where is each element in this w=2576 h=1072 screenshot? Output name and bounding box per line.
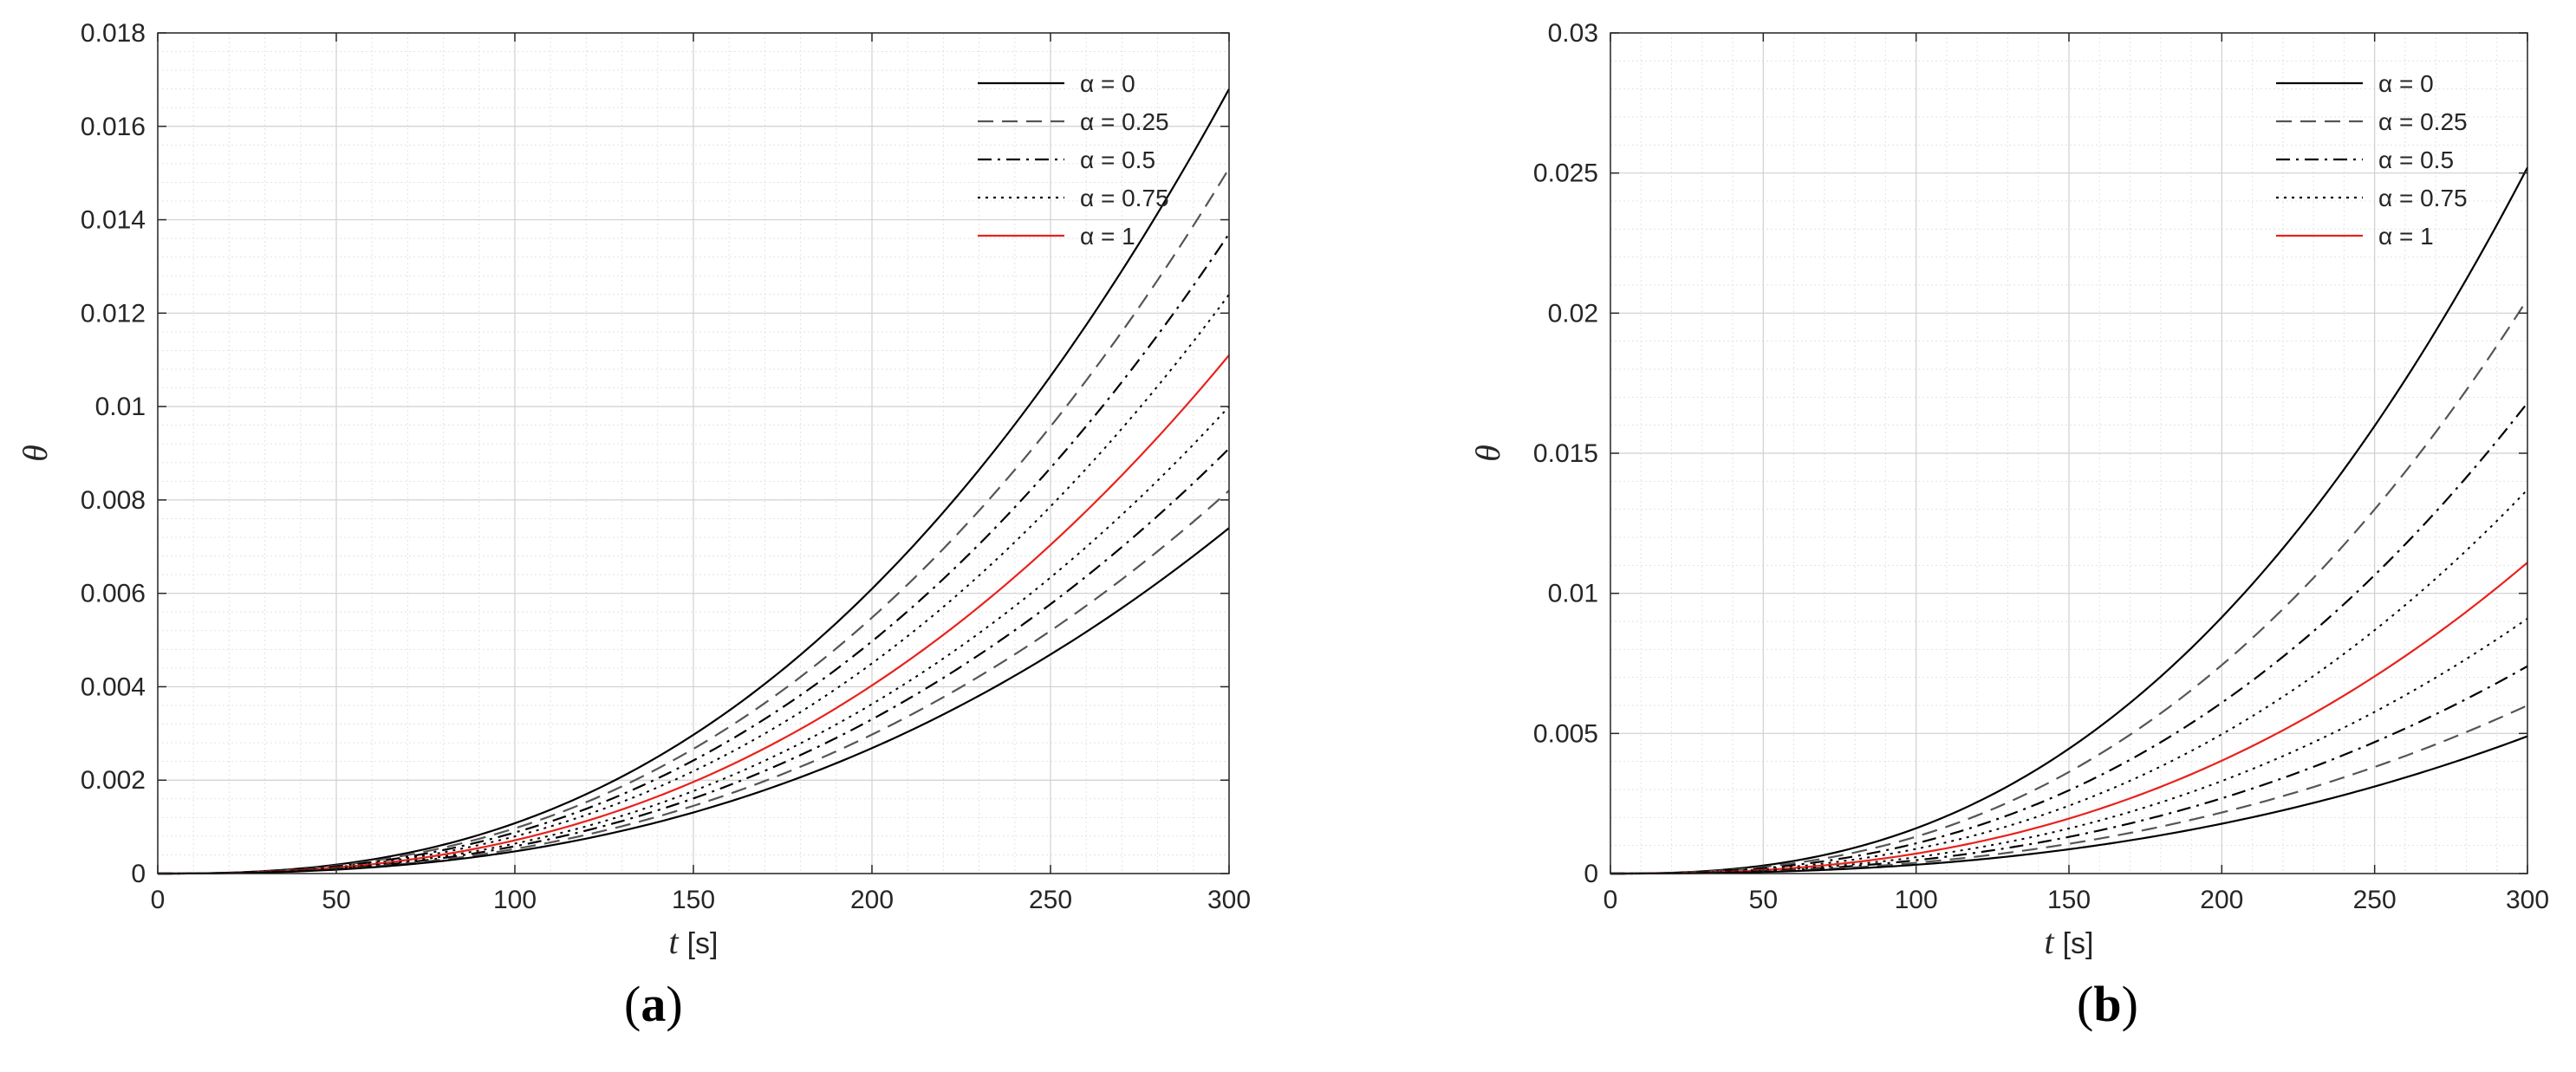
x-tick-label: 300: [1207, 886, 1251, 914]
y-tick-label: 0.002: [81, 766, 146, 795]
legend-label: α = 0.5: [1080, 146, 1155, 173]
x-tick-label: 200: [850, 886, 894, 914]
y-tick-label: 0.005: [1533, 719, 1598, 748]
major-grid: [157, 32, 1230, 874]
x-axis-label: t [s]: [668, 922, 718, 961]
legend-label: α = 1: [2378, 223, 2434, 250]
x-tick-label: 200: [2200, 886, 2243, 914]
y-tick-label: 0.014: [81, 206, 146, 235]
series-line-b-3: [1610, 489, 2528, 874]
y-tick-label: 0.02: [1548, 299, 1598, 328]
y-axis-label: θ: [1468, 445, 1507, 462]
legend-label: α = 0: [2378, 70, 2434, 97]
y-tick-label: 0.01: [95, 393, 146, 421]
y-axis-label: θ: [16, 445, 55, 462]
y-tick-label: 0.01: [1548, 580, 1598, 608]
caption-b: (b): [2077, 976, 2138, 1032]
legend-label: α = 0.25: [1080, 108, 1169, 135]
caption-a: (a): [624, 976, 683, 1032]
chart-b: 0 50 100 150 200 250 300 0 0.005 0.01 0.015 0.02 0.0…: [1468, 19, 2549, 961]
x-tick-label: 0: [151, 886, 166, 914]
chart-panel-b: 0 50 100 150 200 250 300 0 0.005 0.01 0.015 0.02 0.0…: [1288, 0, 2576, 1072]
y-tick-label: 0.018: [81, 19, 146, 48]
x-tick-label: 300: [2506, 886, 2549, 914]
legend-label: α = 0.5: [2378, 146, 2454, 173]
x-tick-label: 50: [1749, 886, 1778, 914]
x-tick-label: 100: [1895, 886, 1938, 914]
legend-label: α = 0.75: [1080, 185, 1169, 211]
legend-label: α = 0: [1080, 70, 1135, 97]
chart-a: 0 50 100 150 200 250 300 0 0.002 0.004 0.006 0.008 0…: [16, 19, 1251, 961]
x-tick-label: 100: [493, 886, 537, 914]
y-tick-label: 0.006: [81, 580, 146, 608]
y-tick-label: 0: [131, 860, 146, 888]
y-tick-label: 0.004: [81, 672, 146, 701]
y-tick-label: 0.015: [1533, 439, 1598, 468]
x-tick-label: 0: [1603, 886, 1618, 914]
x-tick-label: 50: [322, 886, 350, 914]
y-tick-label: 0.008: [81, 486, 146, 515]
y-tick-label: 0.012: [81, 299, 146, 328]
x-tick-label: 150: [672, 886, 715, 914]
series-line-b-5: [1610, 617, 2528, 874]
legend-label: α = 1: [1080, 223, 1135, 250]
x-axis-label: t [s]: [2044, 922, 2093, 961]
x-tick-label: 250: [1029, 886, 1072, 914]
legend: α = 0 α = 0.25 α = 0.5 α = 0.75 α = 1: [978, 70, 1169, 250]
legend-label: α = 0.25: [2378, 108, 2468, 135]
y-tick-label: 0.03: [1548, 19, 1598, 48]
y-tick-label: 0.025: [1533, 159, 1598, 188]
chart-panel-a: 0 50 100 150 200 250 300 0 0.002 0.004 0.006 0.008 0…: [16, 19, 1251, 1032]
x-tick-label: 250: [2353, 886, 2397, 914]
legend-label: α = 0.75: [2378, 185, 2468, 211]
legend: α = 0 α = 0.25 α = 0.5 α = 0.75 α = 1: [2276, 70, 2468, 250]
y-tick-label: 0.016: [81, 113, 146, 141]
x-tick-label: 150: [2047, 886, 2091, 914]
y-tick-label: 0: [1584, 860, 1598, 888]
